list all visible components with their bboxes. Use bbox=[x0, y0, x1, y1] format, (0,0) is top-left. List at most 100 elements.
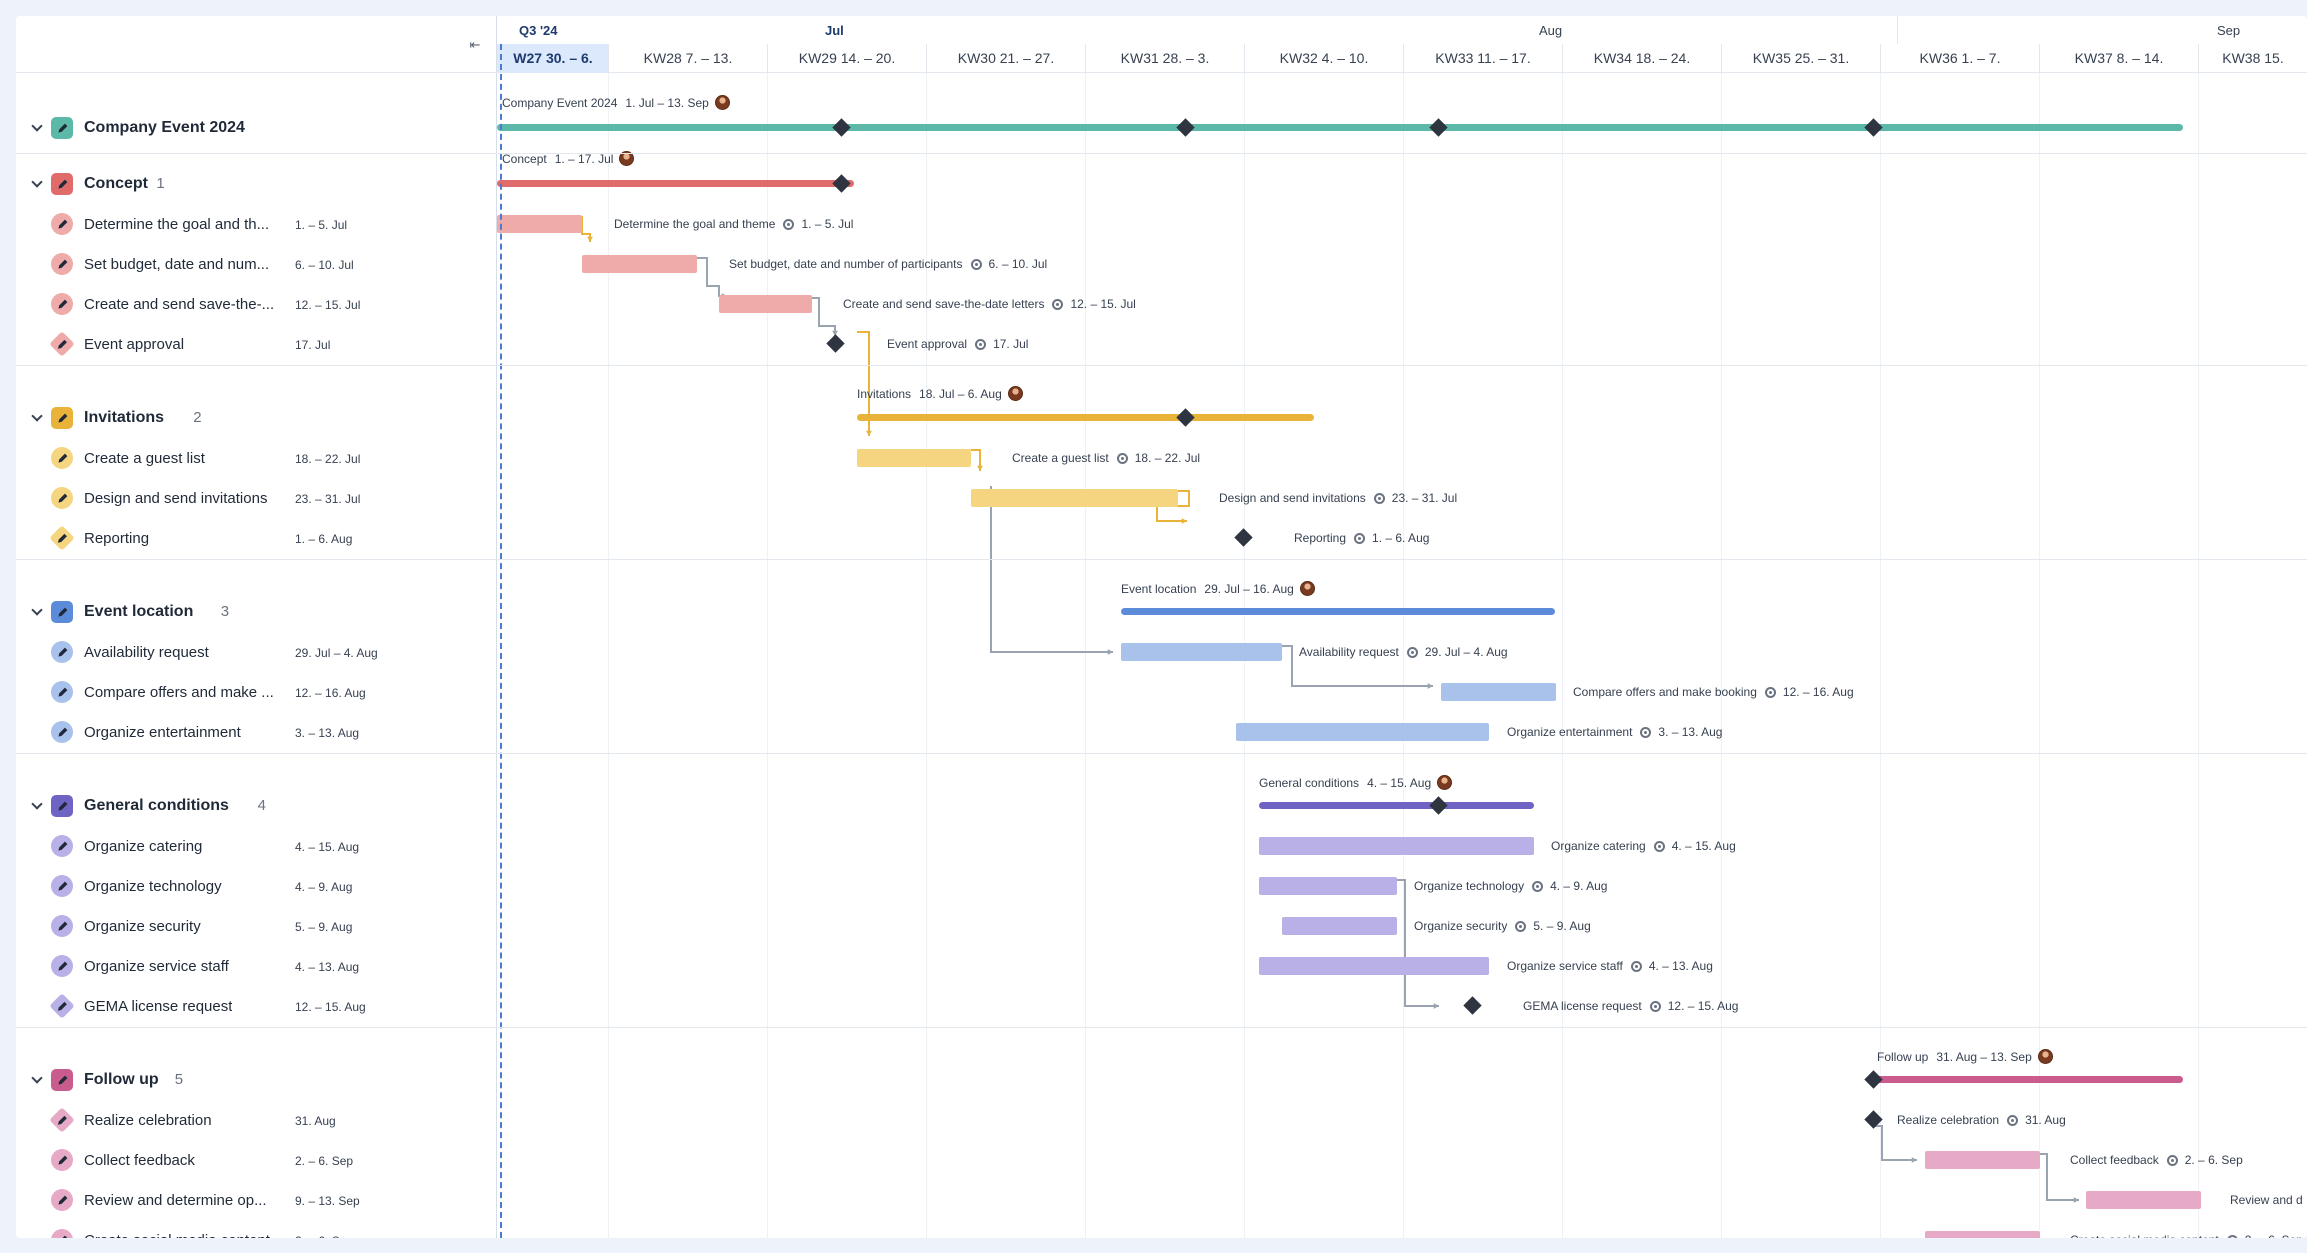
task-bar[interactable] bbox=[1282, 917, 1397, 935]
week-column-header[interactable]: KW36 1. – 7. bbox=[1880, 44, 2039, 73]
task-row[interactable]: Organize security 5. – 9. Aug bbox=[16, 906, 497, 946]
task-row[interactable]: Compare offers and make ... 12. – 16. Aug bbox=[16, 672, 497, 712]
status-icon[interactable] bbox=[1406, 647, 1418, 658]
task-bar[interactable] bbox=[1259, 877, 1397, 895]
status-icon[interactable] bbox=[1649, 1001, 1661, 1012]
group-summary-bar[interactable] bbox=[857, 414, 1314, 421]
week-column-header[interactable]: KW38 15. bbox=[2198, 44, 2307, 73]
status-icon[interactable] bbox=[1764, 687, 1776, 698]
week-column-header[interactable]: KW31 28. – 3. bbox=[1085, 44, 1244, 73]
group-row[interactable]: Invitations 2 bbox=[16, 398, 497, 438]
status-icon[interactable] bbox=[1116, 453, 1128, 464]
task-bar[interactable] bbox=[857, 449, 971, 467]
status-icon[interactable] bbox=[2007, 1115, 2019, 1126]
task-row[interactable]: Availability request 29. Jul – 4. Aug bbox=[16, 632, 497, 672]
task-bar[interactable] bbox=[1236, 723, 1489, 741]
week-column-header[interactable]: KW34 18. – 24. bbox=[1562, 44, 1721, 73]
task-row[interactable]: Set budget, date and num... 6. – 10. Jul bbox=[16, 244, 497, 284]
chevron-down-icon[interactable] bbox=[31, 606, 43, 618]
week-column-header[interactable]: W27 30. – 6. bbox=[497, 44, 608, 73]
task-row[interactable]: Review and determine op... 9. – 13. Sep bbox=[16, 1180, 497, 1220]
status-icon[interactable] bbox=[1630, 961, 1642, 972]
week-column-header[interactable]: KW32 4. – 10. bbox=[1244, 44, 1403, 73]
task-bar[interactable] bbox=[719, 295, 812, 313]
assignee-avatar[interactable] bbox=[714, 95, 730, 110]
week-column-header[interactable]: KW35 25. – 31. bbox=[1721, 44, 1880, 73]
task-row[interactable]: Event approval 17. Jul bbox=[16, 324, 497, 364]
task-bar[interactable] bbox=[1925, 1151, 2040, 1169]
task-dates: 1. – 5. Jul bbox=[295, 218, 348, 232]
status-icon[interactable] bbox=[1354, 533, 1366, 544]
week-column-header[interactable]: KW33 11. – 17. bbox=[1403, 44, 1562, 73]
group-row[interactable]: Follow up 5 bbox=[16, 1060, 497, 1100]
task-bar[interactable] bbox=[1925, 1231, 2040, 1238]
task-bar[interactable] bbox=[582, 255, 697, 273]
group-row[interactable]: Event location 3 bbox=[16, 592, 497, 632]
chevron-down-icon[interactable] bbox=[31, 412, 43, 424]
group-summary-bar[interactable] bbox=[1259, 802, 1534, 809]
task-bar[interactable] bbox=[1259, 837, 1534, 855]
status-icon[interactable] bbox=[1052, 299, 1064, 310]
week-column-header[interactable]: KW28 7. – 13. bbox=[608, 44, 767, 73]
assignee-avatar[interactable] bbox=[1299, 581, 1315, 596]
grid-line bbox=[1403, 73, 1404, 1238]
chevron-down-icon[interactable] bbox=[31, 178, 43, 190]
status-icon[interactable] bbox=[1373, 493, 1385, 504]
task-row[interactable]: Create social media content 2. – 6. Sep bbox=[16, 1220, 497, 1238]
status-icon[interactable] bbox=[2166, 1155, 2178, 1166]
status-icon[interactable] bbox=[975, 339, 987, 350]
dependency-arrow bbox=[990, 486, 1113, 653]
status-icon[interactable] bbox=[970, 259, 982, 270]
task-row[interactable]: Create a guest list 18. – 22. Jul bbox=[16, 438, 497, 478]
week-column-header[interactable]: KW37 8. – 14. bbox=[2039, 44, 2198, 73]
group-summary-bar[interactable] bbox=[1873, 1076, 2183, 1083]
task-row[interactable]: Design and send invitations 23. – 31. Jul bbox=[16, 478, 497, 518]
status-icon[interactable] bbox=[1640, 727, 1652, 738]
assignee-avatar[interactable] bbox=[2037, 1049, 2053, 1064]
task-row[interactable]: Determine the goal and th... 1. – 5. Jul bbox=[16, 204, 497, 244]
task-bar-dates: 1. – 5. Jul bbox=[801, 217, 854, 231]
assignee-avatar[interactable] bbox=[1437, 775, 1453, 790]
task-row[interactable]: Organize technology 4. – 9. Aug bbox=[16, 866, 497, 906]
assignee-avatar[interactable] bbox=[619, 151, 635, 166]
collapse-panel-icon[interactable]: ⇤ bbox=[469, 37, 481, 52]
status-icon[interactable] bbox=[1653, 841, 1665, 852]
dependency-arrow bbox=[812, 297, 836, 336]
task-row[interactable]: Reporting 1. – 6. Aug bbox=[16, 518, 497, 558]
task-bar[interactable] bbox=[971, 489, 1178, 507]
week-column-header[interactable]: KW29 14. – 20. bbox=[767, 44, 926, 73]
task-row[interactable]: Organize catering 4. – 15. Aug bbox=[16, 826, 497, 866]
task-row[interactable]: Organize entertainment 3. – 13. Aug bbox=[16, 712, 497, 752]
task-bar[interactable] bbox=[1121, 643, 1282, 661]
assignee-avatar[interactable] bbox=[1007, 386, 1023, 401]
task-bar[interactable] bbox=[497, 215, 582, 233]
chevron-down-icon[interactable] bbox=[31, 800, 43, 812]
group-row[interactable]: Concept 1 bbox=[16, 164, 497, 204]
chevron-down-icon[interactable] bbox=[31, 1074, 43, 1086]
grid-line bbox=[1721, 73, 1722, 1238]
task-row[interactable]: Realize celebration 31. Aug bbox=[16, 1100, 497, 1140]
task-bar[interactable] bbox=[2086, 1191, 2201, 1209]
status-icon[interactable] bbox=[783, 219, 795, 230]
group-divider bbox=[16, 1027, 2307, 1028]
chevron-down-icon[interactable] bbox=[31, 122, 43, 134]
task-row[interactable]: Organize service staff 4. – 13. Aug bbox=[16, 946, 497, 986]
status-icon[interactable] bbox=[2226, 1235, 2238, 1238]
group-bar-label: General conditions 4. – 15. Aug bbox=[1259, 775, 1453, 790]
edit-pencil-icon bbox=[51, 447, 73, 469]
status-icon[interactable] bbox=[1532, 881, 1544, 892]
task-row[interactable]: GEMA license request 12. – 15. Aug bbox=[16, 986, 497, 1026]
group-row[interactable]: Company Event 2024 bbox=[16, 108, 497, 148]
status-icon[interactable] bbox=[1515, 921, 1527, 932]
task-bar[interactable] bbox=[1441, 683, 1556, 701]
task-dates: 5. – 9. Aug bbox=[295, 920, 353, 934]
task-bar[interactable] bbox=[1259, 957, 1489, 975]
week-column-header[interactable]: KW30 21. – 27. bbox=[926, 44, 1085, 73]
task-row[interactable]: Create and send save-the-... 12. – 15. Ju… bbox=[16, 284, 497, 324]
group-summary-bar[interactable] bbox=[497, 124, 2183, 131]
group-summary-bar[interactable] bbox=[1121, 608, 1555, 615]
task-name: Compare offers and make ... bbox=[84, 684, 274, 701]
group-summary-bar[interactable] bbox=[497, 180, 854, 187]
task-row[interactable]: Collect feedback 2. – 6. Sep bbox=[16, 1140, 497, 1180]
group-row[interactable]: General conditions 4 bbox=[16, 786, 497, 826]
